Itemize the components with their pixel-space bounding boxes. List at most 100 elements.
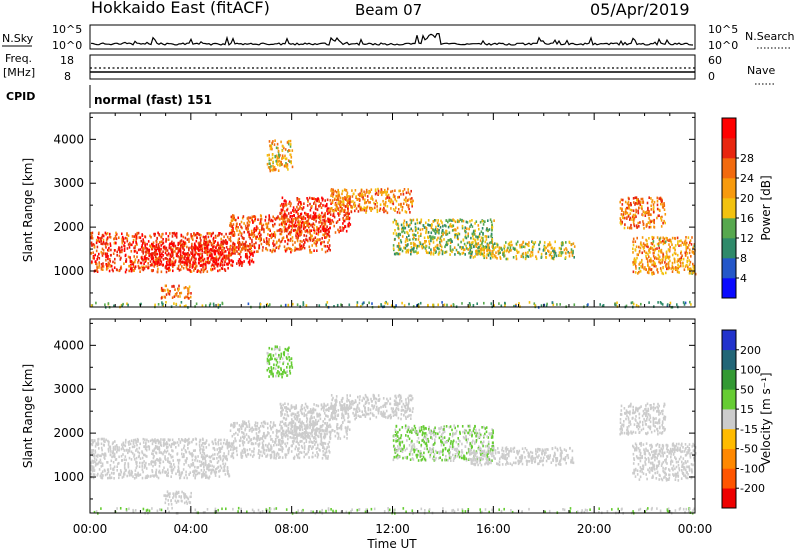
scatter-cell — [158, 244, 160, 248]
scatter-cell — [404, 210, 407, 213]
scatter-cell — [206, 257, 209, 260]
scatter-cell — [632, 209, 635, 212]
scatter-cell — [215, 468, 217, 471]
scatter-cell — [194, 449, 196, 452]
scatter-cell — [171, 235, 174, 238]
scatter-cell — [480, 250, 482, 253]
scatter-cell — [465, 247, 468, 250]
scatter-cell — [186, 238, 189, 241]
scatter-cell — [487, 235, 490, 239]
scatter-cell — [291, 165, 294, 169]
scatter-cell — [667, 248, 670, 251]
scatter-cell — [464, 234, 467, 237]
scatter-cell — [333, 198, 336, 201]
scatter-cell — [445, 250, 448, 254]
scatter-cell — [374, 203, 376, 206]
scatter-cell — [104, 303, 106, 306]
scatter-cell — [490, 232, 493, 236]
scatter-cell — [601, 304, 604, 308]
scatter-cell — [329, 199, 332, 202]
scatter-cell — [221, 459, 224, 463]
scatter-cell — [455, 248, 458, 252]
scatter-cell — [535, 257, 538, 261]
scatter-cell — [274, 168, 276, 172]
scatter-cell — [173, 295, 176, 298]
scatter-cell — [651, 273, 654, 276]
scatter-cell — [514, 304, 517, 308]
scatter-cell — [91, 465, 94, 468]
scatter-cell — [491, 241, 494, 244]
scatter-cell — [296, 197, 298, 200]
scatter-cell — [143, 267, 146, 270]
scatter-cell — [342, 209, 344, 212]
scatter-cell — [348, 224, 350, 228]
scatter-cell — [628, 203, 631, 207]
scatter-cell — [272, 244, 275, 248]
scatter-cell — [565, 241, 567, 244]
scatter-cell — [159, 458, 161, 461]
scatter-cell — [291, 215, 293, 218]
scatter-cell — [109, 254, 112, 257]
scatter-cell — [251, 238, 253, 242]
scatter-cell — [100, 454, 102, 458]
scatter-cell — [466, 221, 469, 224]
scatter-cell — [318, 238, 320, 242]
scatter-cell — [400, 193, 402, 196]
scatter-cell — [95, 241, 98, 245]
scatter-cell — [214, 438, 217, 441]
scatter-cell — [316, 249, 318, 252]
scatter-cell — [196, 466, 198, 469]
scatter-cell — [211, 268, 214, 271]
scatter-cell — [471, 250, 473, 254]
scatter-cell — [425, 240, 427, 243]
scatter-cell — [96, 270, 99, 273]
scatter-cell — [170, 248, 172, 251]
scatter-cell — [691, 236, 693, 239]
scatter-cell — [299, 215, 301, 219]
scatter-cell — [229, 247, 231, 251]
scatter-cell — [392, 193, 395, 197]
scatter-cell — [319, 238, 321, 241]
scatter-cell — [336, 303, 339, 307]
scatter-cell — [333, 305, 335, 308]
scatter-cell — [487, 243, 489, 247]
scatter-cell — [152, 257, 155, 260]
scatter-cell — [219, 454, 221, 458]
scatter-cell — [202, 235, 205, 239]
scatter-cell — [335, 207, 337, 211]
scatter-cell — [647, 245, 649, 249]
scatter-cell — [690, 243, 693, 246]
scatter-cell — [286, 166, 288, 169]
scatter-cell — [173, 231, 176, 235]
scatter-cell — [233, 218, 236, 222]
scatter-cell — [480, 230, 483, 233]
scatter-cell — [177, 267, 180, 270]
scatter-cell — [182, 244, 185, 248]
scatter-cell — [272, 169, 274, 172]
scatter-cell — [515, 254, 517, 258]
scatter-cell — [662, 221, 664, 225]
scatter-cell — [130, 260, 133, 263]
scatter-cell — [498, 302, 500, 305]
scatter-cell — [204, 260, 207, 264]
scatter-cell — [332, 214, 334, 217]
scatter-cell — [313, 241, 316, 245]
scatter-cell — [161, 303, 164, 306]
scatter-cell — [207, 243, 210, 246]
scatter-cell — [406, 223, 408, 226]
scatter-cell — [98, 266, 100, 269]
scatter-cell — [661, 303, 664, 306]
scatter-cell — [395, 222, 397, 226]
scatter-cell — [671, 270, 674, 273]
scatter-cell — [215, 442, 217, 446]
scatter-cell — [223, 240, 225, 244]
scatter-cell — [120, 267, 123, 270]
scatter-cell — [203, 257, 206, 261]
scatter-cell — [302, 215, 305, 219]
scatter-cell — [232, 448, 234, 451]
scatter-cell — [237, 433, 239, 436]
scatter-cell — [166, 441, 168, 444]
scatter-cell — [392, 208, 395, 211]
scatter-cell — [322, 449, 324, 453]
scatter-cell — [666, 238, 669, 242]
